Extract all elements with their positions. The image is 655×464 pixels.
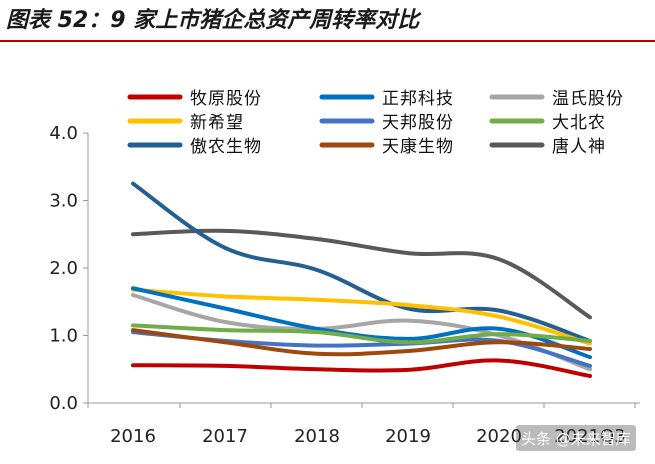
legend-label: 大北农: [552, 113, 606, 133]
y-tick-label: 4.0: [49, 123, 78, 144]
watermark-bg: [516, 425, 636, 451]
x-tick-label: 2021Q3: [554, 426, 625, 447]
legend-label: 正邦科技: [382, 89, 454, 109]
legend-label: 温氏股份: [552, 89, 624, 109]
legend-label: 新希望: [190, 113, 244, 133]
series-line-9: [131, 228, 592, 320]
legend-label: 天邦股份: [382, 113, 454, 133]
series-line-6: [131, 323, 592, 345]
y-tick-label: 0.0: [49, 393, 78, 414]
series-line-3: [131, 293, 592, 372]
x-tick-label: 2020: [476, 426, 522, 447]
x-tick-label: 2017: [202, 426, 248, 447]
series-lines: [131, 181, 592, 378]
y-tick-label: 2.0: [49, 258, 78, 279]
title-underline: [0, 40, 655, 42]
x-tick-label: 2018: [294, 426, 340, 447]
legend-label: 唐人神: [552, 136, 606, 157]
y-tick-label: 1.0: [49, 326, 78, 347]
legend-label: 傲农生物: [190, 137, 262, 157]
legend-label: 牧原股份: [190, 89, 262, 109]
axes: 0.0 1.0 2.0 3.0 4.0 2016 2017 2018 2019 2020 2021Q…: [49, 123, 640, 447]
y-tick-label: 3.0: [49, 191, 78, 212]
x-tick-label: 2019: [385, 426, 431, 447]
series-line-1: [131, 358, 592, 378]
chart-title: 图表 52：9 家上市猪企总资产周转率对比: [6, 8, 420, 33]
series-line-8: [131, 328, 592, 357]
watermark-text: 头条 @未来智库: [521, 430, 631, 448]
legend-label: 天康生物: [382, 137, 454, 157]
watermark-group: 头条 @未来智库: [516, 425, 636, 451]
series-line-7: [131, 181, 592, 343]
series-line-4: [131, 287, 592, 346]
x-tick-label: 2016: [110, 426, 156, 447]
